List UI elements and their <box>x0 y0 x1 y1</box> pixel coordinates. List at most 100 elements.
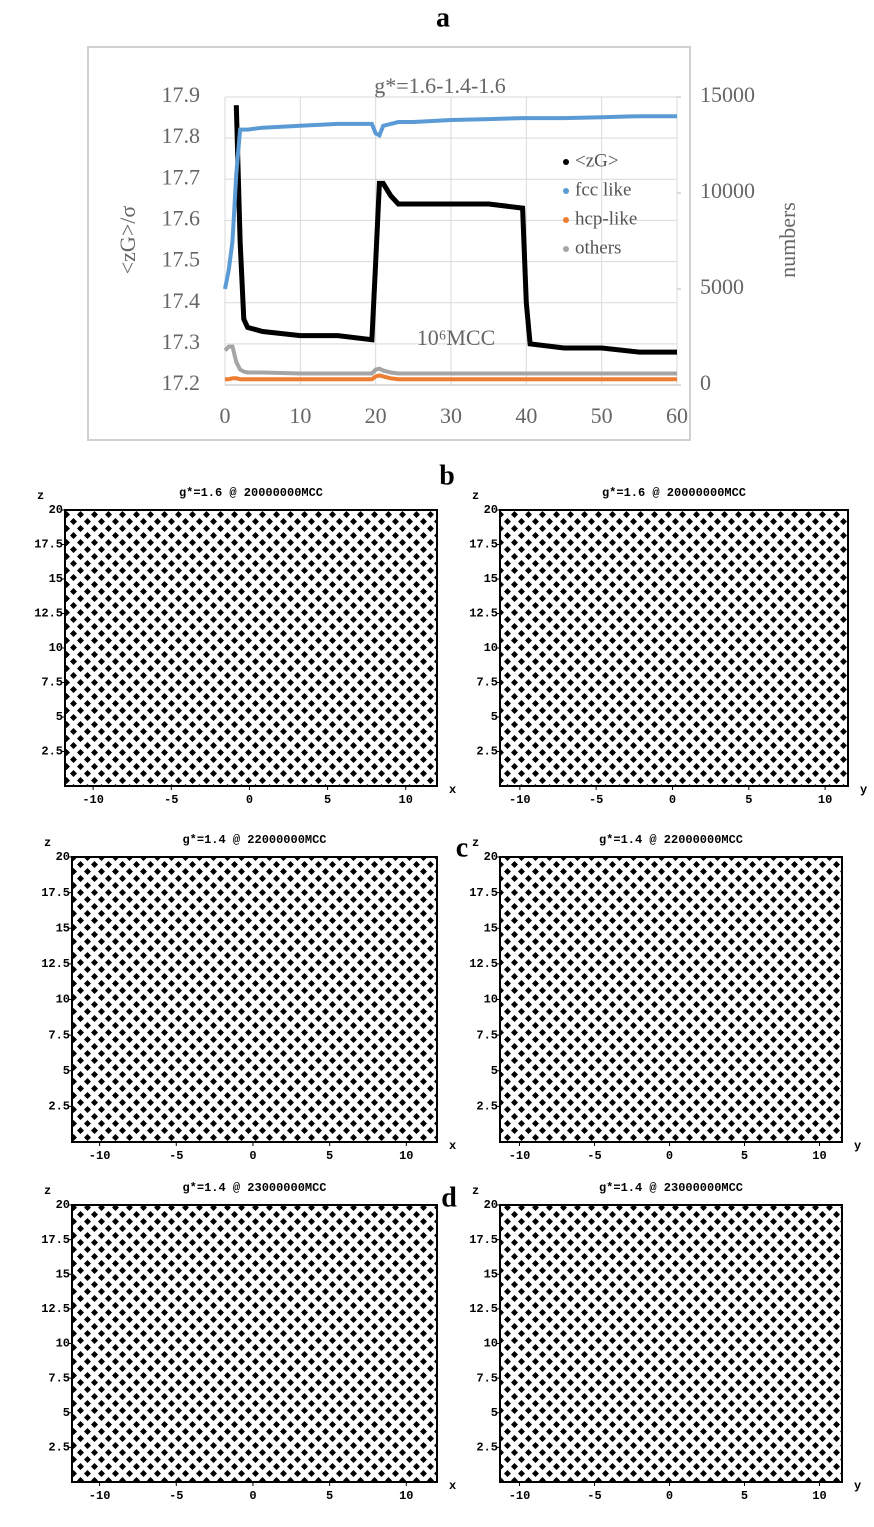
y-axis-label: z <box>44 1184 51 1198</box>
chart-title: g*=1.4 @ 23000000MCC <box>599 1181 743 1195</box>
x-tick-label: 5 <box>324 793 331 807</box>
y-tick-label: 15 <box>484 921 498 935</box>
x-axis-label: x <box>449 1139 456 1153</box>
x-axis-label: x <box>449 783 456 797</box>
x-tick-label: -10 <box>89 1149 111 1163</box>
x-tick-label: -10 <box>509 793 531 807</box>
y-tick-label: 12.5 <box>469 1302 498 1316</box>
y-axis-label: z <box>472 489 479 503</box>
x-tick-label: 5 <box>326 1489 333 1503</box>
x-tick-label: 5 <box>326 1149 333 1163</box>
legend-label: fcc like <box>575 179 631 200</box>
x-tick-label: 0 <box>246 793 253 807</box>
y-tick-label: 12.5 <box>41 957 70 971</box>
x-tick-label: 30 <box>440 403 462 428</box>
panel-label: d <box>441 1182 457 1213</box>
x-tick-label: -5 <box>169 1489 183 1503</box>
y2-tick-label: 5000 <box>700 274 744 299</box>
y-tick-label: 17.5 <box>41 886 70 900</box>
particle-map <box>64 509 438 787</box>
y-tick-label: 2.5 <box>476 1100 498 1114</box>
x-axis-label: y <box>860 783 867 797</box>
y-axis-label: <zG>/σ <box>115 206 140 275</box>
legend-marker <box>563 188 569 194</box>
y-tick-label: 2.5 <box>48 1100 70 1114</box>
x-tick-label: -10 <box>82 793 104 807</box>
x-tick-label: -10 <box>509 1489 531 1503</box>
y-tick-label: 5 <box>491 1064 498 1078</box>
y-tick-label: 5 <box>491 1406 498 1420</box>
y-tick-label: 7.5 <box>48 1028 70 1042</box>
y-axis-label: z <box>37 489 44 503</box>
x-tick-label: 5 <box>741 1149 748 1163</box>
series-line <box>223 344 677 376</box>
y-tick-label: 12.5 <box>41 1302 70 1316</box>
y-tick-label: 15 <box>56 921 70 935</box>
y-tick-label: 2.5 <box>48 1441 70 1455</box>
x-tick-label: 0 <box>666 1149 673 1163</box>
particle-map <box>499 856 843 1143</box>
x-tick-label: -10 <box>89 1489 111 1503</box>
y-tick-label: 17.4 <box>162 288 201 313</box>
y-tick-label: 17.5 <box>162 247 201 272</box>
y-axis-label: z <box>472 836 479 850</box>
y-tick-label: 5 <box>63 1064 70 1078</box>
y-tick-label: 20 <box>56 850 70 864</box>
y-tick-label: 10 <box>484 1337 498 1351</box>
y2-axis-label: numbers <box>775 202 800 278</box>
series-line <box>233 105 677 355</box>
x-tick-label: -5 <box>587 1149 601 1163</box>
x-tick-label: 40 <box>515 403 537 428</box>
x-axis-label: y <box>854 1139 861 1153</box>
x-tick-label: 10 <box>289 403 311 428</box>
x-tick-label: 0 <box>220 403 231 428</box>
y-tick-label: 20 <box>484 1198 498 1212</box>
y-tick-label: 17.7 <box>162 164 201 189</box>
x-tick-label: -5 <box>169 1149 183 1163</box>
legend-label: <zG> <box>575 150 619 171</box>
x-tick-label: 0 <box>666 1489 673 1503</box>
x-tick-label: 0 <box>249 1489 256 1503</box>
x-tick-label: 10 <box>399 793 413 807</box>
x-axis-label: x <box>449 1479 456 1493</box>
y-axis-label: z <box>44 836 51 850</box>
y-tick-label: 12.5 <box>469 607 498 621</box>
y-tick-label: 17.2 <box>162 370 201 395</box>
y-tick-label: 7.5 <box>476 1371 498 1385</box>
y-tick-label: 7.5 <box>48 1371 70 1385</box>
y-tick-label: 15 <box>484 572 498 586</box>
y-tick-label: 17.3 <box>162 329 201 354</box>
y2-tick-label: 10000 <box>700 178 755 203</box>
particle-map <box>499 509 849 787</box>
y-tick-label: 20 <box>484 850 498 864</box>
y-tick-label: 7.5 <box>476 676 498 690</box>
x-tick-label: 20 <box>365 403 387 428</box>
panel-label: a <box>436 2 450 33</box>
legend-label: others <box>575 237 621 258</box>
x-tick-label: 10 <box>812 1489 826 1503</box>
y-tick-label: 15 <box>56 1267 70 1281</box>
y-tick-label: 5 <box>63 1406 70 1420</box>
y-tick-label: 17.9 <box>162 82 201 107</box>
chart-title: g*=1.4 @ 22000000MCC <box>599 833 743 847</box>
x-tick-label: 50 <box>591 403 613 428</box>
y-tick-label: 17.5 <box>469 538 498 552</box>
annotation: 10⁶MCC <box>417 325 496 350</box>
y-tick-label: 10 <box>484 641 498 655</box>
x-tick-label: 5 <box>741 1489 748 1503</box>
y-tick-label: 12.5 <box>34 607 63 621</box>
x-tick-label: -5 <box>164 793 178 807</box>
series-line <box>223 114 677 290</box>
legend-label: hcp-like <box>575 208 637 229</box>
x-tick-label: -5 <box>589 793 603 807</box>
y-tick-label: 15 <box>49 572 63 586</box>
x-tick-label: 10 <box>399 1149 413 1163</box>
y-axis-label: z <box>472 1184 479 1198</box>
y-tick-label: 17.8 <box>162 123 201 148</box>
y-tick-label: 17.5 <box>34 538 63 552</box>
panel-label: b <box>439 460 455 491</box>
chart-title: g*=1.6 @ 20000000MCC <box>602 486 746 500</box>
x-tick-label: -5 <box>587 1489 601 1503</box>
y-tick-label: 10 <box>484 993 498 1007</box>
